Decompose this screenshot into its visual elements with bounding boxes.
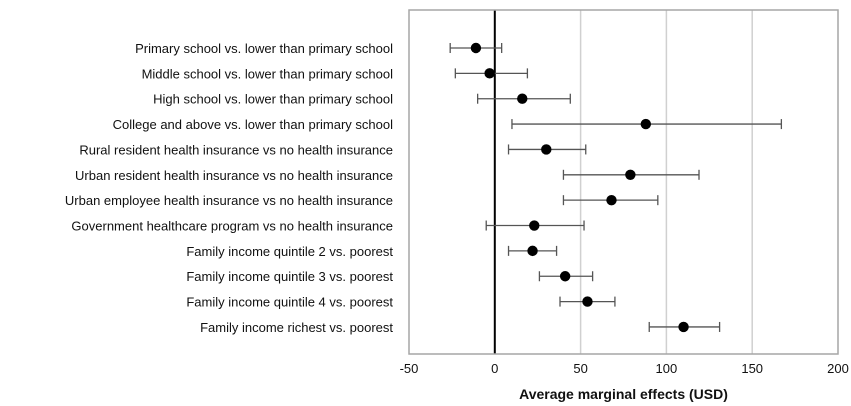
category-label: Middle school vs. lower than primary sch…: [142, 66, 394, 81]
x-tick-label: -50: [400, 361, 419, 376]
estimates-layer: [449, 42, 783, 333]
category-label: Urban employee health insurance vs no he…: [65, 193, 393, 208]
estimate-point: [517, 93, 528, 104]
estimate-point: [527, 245, 538, 257]
estimate-row: [485, 220, 585, 231]
estimate-point: [529, 220, 540, 231]
category-label: Family income quintile 2 vs. poorest: [186, 244, 393, 259]
x-axis-title: Average marginal effects (USD): [519, 386, 728, 402]
estimate-row: [449, 42, 503, 54]
category-label: Family income richest vs. poorest: [200, 320, 393, 335]
estimate-row: [511, 118, 783, 130]
gridlines: [579, 10, 753, 354]
category-label: High school vs. lower than primary schoo…: [153, 92, 393, 107]
estimate-row: [562, 169, 700, 180]
x-tick-label: 0: [491, 361, 498, 376]
estimate-row: [476, 93, 571, 104]
estimate-point: [582, 296, 593, 307]
category-label: Government healthcare program vs no heal…: [71, 219, 393, 234]
plot-frame: [408, 9, 839, 355]
category-label: College and above vs. lower than primary…: [113, 117, 393, 132]
x-tick-label: 200: [827, 361, 849, 376]
estimate-row: [538, 271, 594, 282]
estimate-point: [625, 169, 636, 180]
estimate-row: [507, 245, 558, 257]
x-tick-label: 100: [656, 361, 678, 376]
estimate-point: [640, 118, 652, 130]
estimate-point: [559, 271, 571, 282]
category-label: Family income quintile 4 vs. poorest: [186, 295, 393, 310]
estimate-row: [562, 194, 659, 206]
category-label: Urban resident health insurance vs no he…: [75, 168, 393, 183]
estimate-point: [541, 144, 552, 155]
x-tick-label: 50: [573, 361, 587, 376]
estimate-row: [454, 68, 529, 79]
category-label: Rural resident health insurance vs no he…: [79, 142, 393, 157]
estimate-row: [559, 296, 616, 307]
estimate-point: [484, 68, 495, 79]
estimate-point: [678, 321, 689, 333]
estimate-row: [648, 321, 721, 333]
estimate-row: [507, 144, 587, 155]
estimate-point: [606, 194, 617, 206]
estimate-point: [470, 42, 482, 54]
x-tick-label: 150: [741, 361, 763, 376]
category-label: Family income quintile 3 vs. poorest: [186, 269, 393, 284]
category-label: Primary school vs. lower than primary sc…: [135, 41, 393, 56]
category-labels: Primary school vs. lower than primary sc…: [65, 41, 393, 335]
x-tick-labels: -50 0 50 100 150 200: [400, 361, 849, 376]
